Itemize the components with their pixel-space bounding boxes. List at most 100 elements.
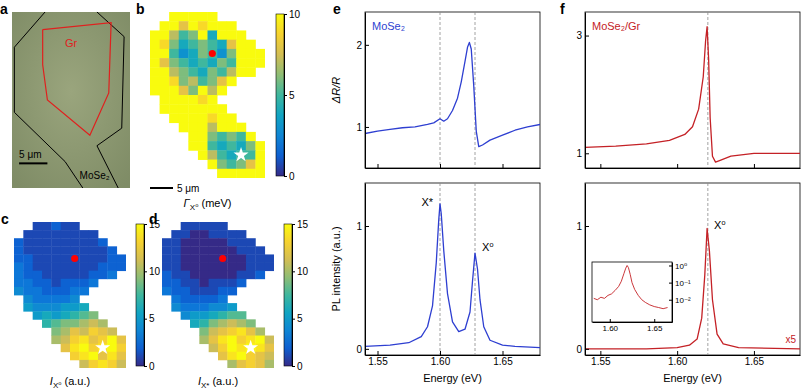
cell [246,49,256,59]
heatmap-panel: 051015IX⁰ (a.u.) [14,219,161,390]
cell [162,263,172,272]
cell [227,67,237,77]
cell [51,263,61,272]
cell [89,336,99,345]
cell [218,271,228,280]
cell [160,77,170,87]
cell [188,132,198,142]
spectrum-line [585,27,800,162]
cell [217,169,227,178]
cell [227,254,237,263]
spectrum-line [594,265,668,308]
cell [227,360,237,368]
cell [237,271,247,280]
cell [42,287,52,296]
cell [23,279,33,288]
tick-mark [585,349,589,350]
tick: 10⁻¹ [669,279,691,288]
tick-label: 10⁻¹ [675,279,691,288]
cell [217,30,227,40]
cell [217,104,227,114]
tick-mark [669,300,672,301]
cell [79,271,89,280]
cell [169,49,179,59]
cell [227,113,237,123]
cell [42,246,52,255]
cell [61,327,71,336]
label-part: X* [201,381,209,390]
axis: 051015 [144,219,161,372]
cell [208,160,218,170]
cell [198,67,208,77]
cell [199,254,209,263]
cell [98,238,108,247]
axis-line [586,355,801,356]
cell [160,58,170,68]
cell [98,263,108,272]
cell [190,263,200,272]
scale-bar-label: 5 μm [19,149,41,160]
cell [179,123,189,133]
cell [181,303,191,312]
cell [217,150,227,160]
cell [236,49,246,59]
cell [217,40,227,50]
cell [217,21,227,31]
cell [169,67,179,77]
tick: 10 [284,9,301,20]
cell [217,86,227,96]
cell [255,150,265,160]
cell [98,319,108,328]
cell [70,279,80,288]
cell [190,311,200,320]
cell [33,295,43,304]
cell [150,77,160,87]
cell [160,21,170,31]
cell [246,327,256,336]
axis-line [292,225,293,367]
location-marker [243,340,258,354]
cell [246,67,256,77]
cell [42,303,52,312]
cell [236,160,246,170]
cell [169,86,179,96]
cell [33,279,43,288]
cell [227,327,237,336]
cell [107,336,117,345]
cells [162,222,274,368]
cell [217,113,227,123]
tick [677,164,678,168]
cell [199,238,209,247]
cell [255,344,265,353]
tick: 3 [576,30,589,41]
cell [246,271,256,280]
tick-label: 0 [149,361,155,372]
tick [378,164,379,168]
cell [89,246,99,255]
cell [51,303,61,312]
tick: 1.55 [368,351,388,367]
colorbar-label: IX* (a.u.) [198,375,238,390]
tick-mark [677,164,678,168]
cell [42,238,52,247]
cell [51,254,61,263]
cell [14,287,24,296]
cell [255,263,265,272]
graphene-label: Gr [65,37,78,49]
cell [198,49,208,59]
cell [79,352,89,361]
cell [227,160,237,170]
panel-label: e [333,1,341,17]
cell [79,246,89,255]
marks [585,183,800,355]
cell [208,141,218,151]
cell [218,279,228,288]
cell [117,360,126,368]
cell [61,279,71,288]
cell [107,271,117,280]
cell [227,49,237,59]
cell [42,311,52,320]
tick-mark [754,164,755,168]
cell [198,30,208,40]
cell [236,169,246,178]
